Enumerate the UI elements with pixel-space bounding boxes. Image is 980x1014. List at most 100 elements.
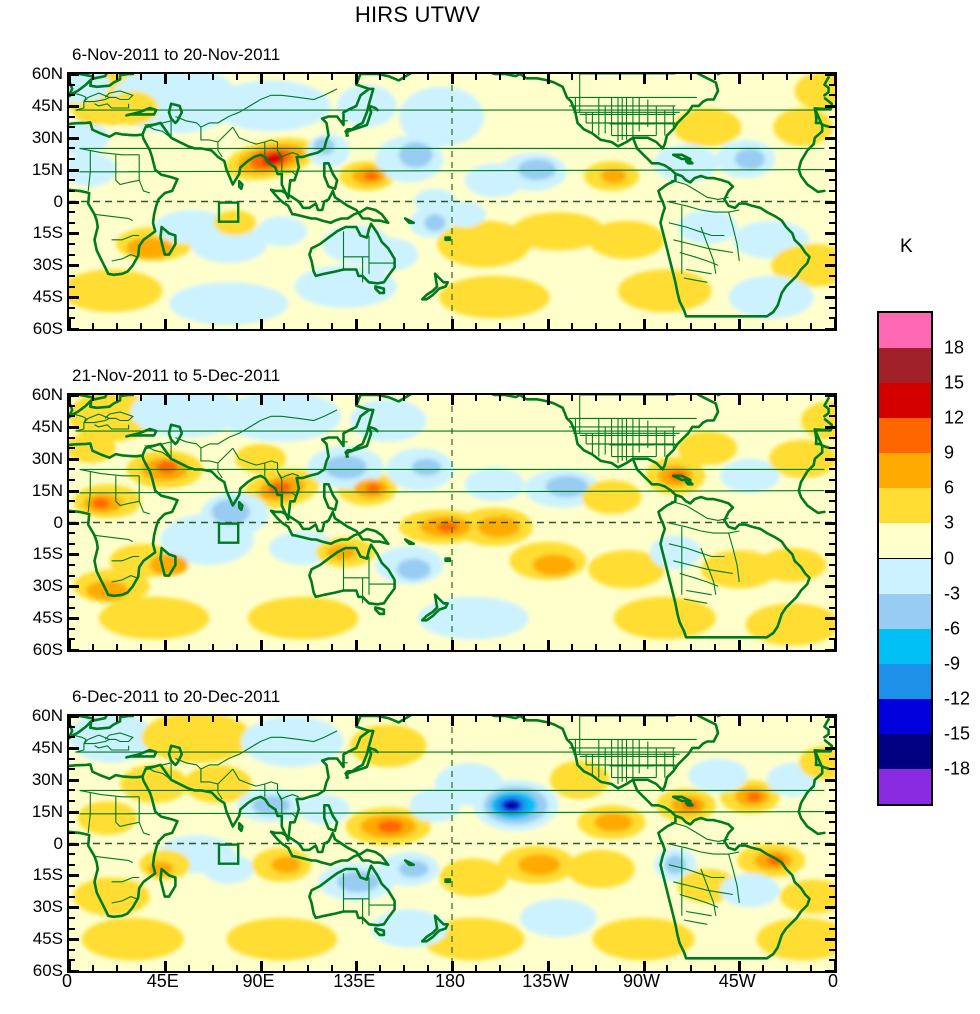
x-tick-mark <box>738 74 742 84</box>
y-tick-mark <box>69 715 79 718</box>
colorbar-tick-label: 3 <box>944 512 955 533</box>
colorbar-band <box>879 523 931 560</box>
x-tick-mark <box>379 323 382 329</box>
x-tick-mark <box>834 74 837 84</box>
colorbar-tick-label: 9 <box>944 442 955 463</box>
x-tick-mark <box>714 74 717 80</box>
x-tick-mark <box>427 395 430 401</box>
x-tick-mark <box>522 74 525 80</box>
x-tick-mark <box>187 395 190 401</box>
y-tick-mark <box>69 627 75 630</box>
x-tick-mark <box>427 74 430 80</box>
y-tick-mark <box>69 232 79 236</box>
x-tick-mark <box>427 323 430 329</box>
x-tick-mark <box>451 319 454 329</box>
x-tick-mark <box>738 716 742 726</box>
x-tick-mark <box>474 644 477 650</box>
x-tick-mark <box>68 74 71 84</box>
x-tick-mark <box>259 319 263 329</box>
y-tick-mark <box>829 927 835 930</box>
x-tick-mark <box>91 716 94 722</box>
x-tick-mark <box>618 644 621 650</box>
y-tick-mark <box>829 221 835 224</box>
x-tick-mark <box>786 323 789 329</box>
x-tick-mark <box>714 323 717 329</box>
y-tick-label: 45N <box>31 416 63 436</box>
x-tick-mark <box>235 323 238 329</box>
x-tick-mark <box>666 965 669 971</box>
y-tick-mark <box>829 317 835 320</box>
x-tick-mark <box>762 395 765 401</box>
colorbar-band <box>879 348 931 385</box>
x-tick-mark <box>259 74 263 84</box>
y-tick-mark <box>69 746 79 750</box>
x-tick-mark <box>546 395 550 405</box>
colorbar-tick-label: 15 <box>944 372 965 393</box>
x-tick-mark <box>762 74 765 80</box>
x-tick-mark <box>211 395 214 401</box>
y-tick-mark <box>825 585 835 589</box>
y-tick-mark <box>69 468 75 471</box>
y-tick-mark <box>829 574 835 577</box>
x-tick-mark <box>68 319 71 329</box>
x-tick-mark <box>474 716 477 722</box>
y-tick-mark <box>69 179 75 182</box>
y-tick-mark <box>825 521 835 525</box>
y-tick-mark <box>825 168 835 172</box>
x-tick-mark <box>115 644 118 650</box>
colorbar-band <box>879 313 931 350</box>
colorbar-band <box>879 663 931 700</box>
x-tick-mark <box>786 395 789 401</box>
x-tick-mark <box>91 395 94 401</box>
panel-2-map[interactable] <box>67 393 837 652</box>
x-tick-mark <box>570 323 573 329</box>
x-tick-mark <box>379 716 382 722</box>
y-tick-mark <box>69 553 79 557</box>
x-tick-mark <box>115 716 118 722</box>
x-tick-mark <box>666 716 669 722</box>
y-tick-label: 15N <box>31 159 63 179</box>
y-tick-mark <box>825 778 835 782</box>
x-tick-mark <box>115 965 118 971</box>
y-tick-mark <box>69 510 75 513</box>
colorbar-tick-label: 12 <box>944 407 965 428</box>
y-tick-mark <box>829 306 835 309</box>
y-tick-mark <box>69 436 75 439</box>
y-tick-mark <box>825 328 835 331</box>
panel-3-map[interactable] <box>67 714 837 973</box>
x-tick-mark <box>498 716 501 722</box>
y-tick-mark <box>829 725 835 728</box>
figure-title: HIRS UTWV <box>354 2 481 27</box>
x-tick-mark <box>738 319 742 329</box>
x-tick-mark <box>642 961 646 971</box>
y-tick-mark <box>69 415 75 418</box>
y-tick-mark <box>69 425 79 429</box>
y-tick-mark <box>829 285 835 288</box>
colorbar-tick-label: -15 <box>944 723 971 744</box>
y-tick-mark <box>825 617 835 621</box>
y-tick-mark <box>69 285 75 288</box>
y-tick-mark <box>829 274 835 277</box>
y-tick-mark <box>69 404 75 407</box>
x-tick-mark <box>283 395 286 401</box>
y-tick-mark <box>69 104 79 108</box>
x-tick-mark <box>474 395 477 401</box>
colorbar[interactable] <box>877 311 933 806</box>
y-tick-mark <box>69 938 79 942</box>
y-tick-mark <box>825 104 835 108</box>
x-tick-mark <box>403 965 406 971</box>
x-tick-mark <box>355 74 359 84</box>
panel-3-title: 6-Dec-2011 to 20-Dec-2011 <box>72 687 281 706</box>
x-tick-mark <box>379 965 382 971</box>
x-tick-mark <box>690 395 693 401</box>
x-tick-mark <box>570 395 573 401</box>
x-tick-mark <box>259 961 263 971</box>
x-tick-mark <box>762 644 765 650</box>
y-tick-mark <box>829 789 835 792</box>
x-tick-mark <box>235 644 238 650</box>
panel-1-map[interactable] <box>67 72 837 331</box>
x-tick-mark <box>594 644 597 650</box>
y-tick-label: 15S <box>32 865 63 885</box>
y-tick-mark <box>829 404 835 407</box>
x-tick-label: 135E <box>333 971 376 991</box>
